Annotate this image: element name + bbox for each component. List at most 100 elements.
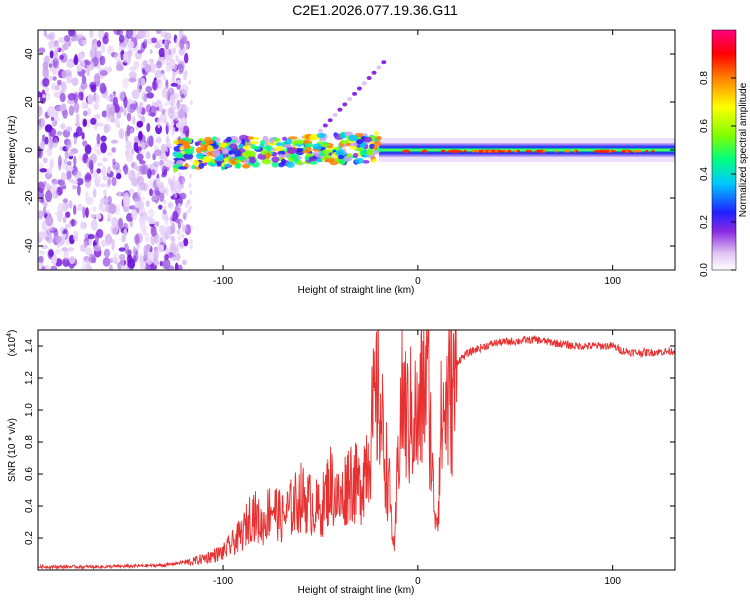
noise-blob	[130, 103, 138, 110]
noise-blob	[149, 49, 153, 54]
noise-blob	[75, 126, 83, 137]
noise-blob	[170, 48, 174, 53]
signal-blob	[295, 148, 305, 156]
colorbar-label: Normalized spectral amplitude	[738, 82, 749, 217]
noise-blob	[136, 120, 144, 128]
signal-blob	[271, 161, 279, 168]
noise-blob	[45, 91, 51, 101]
tone-peak	[480, 149, 484, 153]
noise-blob	[161, 235, 166, 247]
noise-blob	[100, 135, 107, 142]
noise-blob	[101, 44, 105, 54]
noise-blob	[162, 165, 168, 176]
noise-blob	[110, 139, 119, 144]
noise-blob	[87, 93, 94, 105]
noise-blob	[99, 82, 107, 94]
noise-blob	[79, 39, 83, 45]
y-tick-label: -40	[24, 238, 35, 253]
noise-blob	[187, 208, 191, 214]
noise-blob	[56, 79, 62, 86]
noise-blob	[123, 163, 129, 176]
tone-peak	[621, 149, 625, 153]
noise-blob	[51, 253, 57, 265]
noise-blob	[76, 177, 84, 186]
noise-blob	[85, 191, 89, 201]
tone-peak	[575, 149, 579, 153]
noise-blob	[182, 227, 185, 233]
noise-blob	[103, 123, 109, 134]
noise-blob	[172, 93, 176, 99]
noise-blob	[86, 174, 92, 181]
noise-blob	[172, 72, 176, 78]
noise-blob	[158, 47, 166, 58]
snr-frame	[37, 329, 676, 571]
noise-blob	[46, 226, 53, 232]
noise-blob	[183, 237, 189, 247]
signal-blob	[375, 135, 382, 141]
noise-blob	[49, 140, 54, 150]
noise-blob	[189, 173, 193, 179]
tone-peak	[516, 149, 520, 153]
noise-blob	[39, 168, 48, 173]
noise-blob	[147, 208, 155, 218]
noise-blob	[38, 47, 46, 54]
noise-blob	[111, 216, 118, 227]
colorbar-tick-label: 0.6	[699, 119, 710, 133]
noise-blob	[90, 43, 98, 50]
noise-blob	[46, 209, 51, 216]
signal-blob	[269, 137, 275, 144]
noise-blob	[176, 229, 180, 235]
noise-blob	[63, 42, 69, 51]
signal-blob	[215, 155, 225, 162]
noise-blob	[185, 203, 189, 208]
noise-blob	[76, 203, 84, 212]
noise-blob	[112, 96, 118, 108]
noise-blob	[78, 91, 84, 101]
noise-blob	[176, 252, 181, 262]
noise-blob	[39, 191, 45, 200]
noise-blob	[165, 248, 169, 255]
noise-blob	[118, 190, 121, 197]
signal-blob	[177, 139, 186, 145]
noise-blob	[45, 86, 50, 92]
tone-peak	[625, 149, 629, 153]
noise-blob	[41, 117, 46, 128]
noise-blob	[159, 159, 164, 166]
noise-blob	[113, 52, 122, 61]
noise-blob	[137, 30, 146, 39]
noise-blob	[177, 264, 183, 270]
noise-blob	[66, 60, 74, 68]
noise-blob	[42, 77, 50, 87]
noise-blob	[48, 250, 54, 258]
spectrogram-ylabel: Frequency (Hz)	[7, 116, 18, 185]
noise-blob	[187, 199, 191, 205]
noise-blob	[96, 168, 101, 174]
noise-blob	[178, 203, 182, 209]
noise-blob	[108, 106, 116, 116]
noise-blob	[93, 114, 101, 120]
noise-blob	[59, 92, 66, 103]
signal-blob	[366, 148, 375, 156]
noise-blob	[107, 212, 112, 220]
spectrogram-axes: -100 0 100 -40 -20 0 20 40	[24, 30, 675, 287]
noise-blob	[73, 30, 77, 38]
noise-blob	[77, 184, 81, 196]
noise-blob	[93, 73, 101, 83]
noise-blob	[134, 234, 140, 245]
noise-blob	[153, 248, 159, 260]
noise-blob	[38, 181, 45, 193]
signal-blob	[293, 157, 299, 163]
noise-blob	[125, 30, 133, 39]
signal-blob	[247, 136, 254, 140]
x-tick-label: 100	[604, 276, 621, 287]
noise-blob	[52, 186, 56, 199]
noise-blob	[176, 58, 180, 63]
noise-blob	[81, 101, 87, 110]
noise-blob	[160, 143, 166, 154]
noise-blob	[163, 76, 167, 81]
noise-blob	[157, 73, 165, 78]
noise-blob	[189, 190, 193, 196]
noise-blob	[88, 253, 96, 264]
noise-blob	[44, 182, 51, 189]
noise-blob	[38, 210, 44, 219]
